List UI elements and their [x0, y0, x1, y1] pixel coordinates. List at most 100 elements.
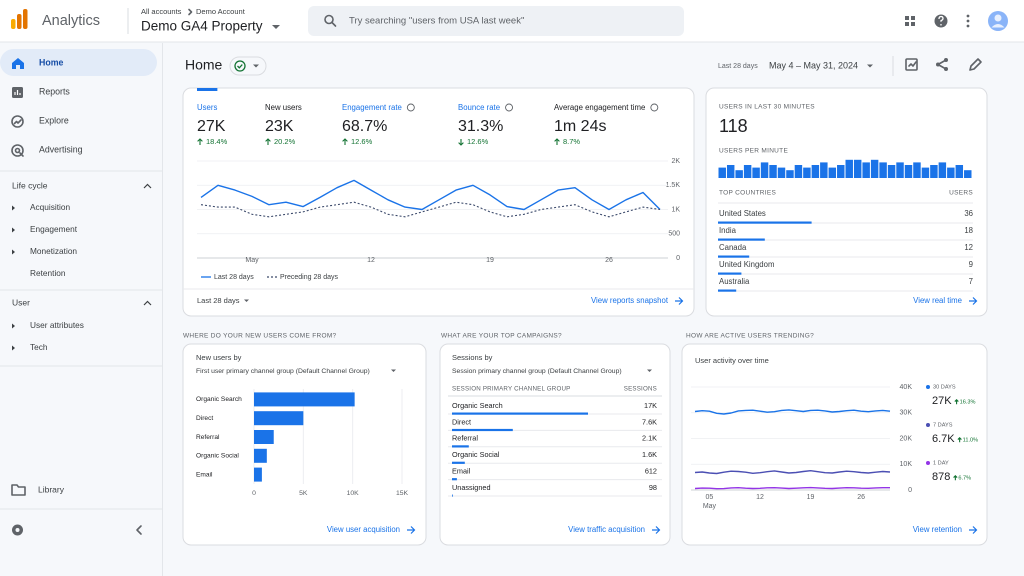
x-tick-label: 10K — [347, 490, 360, 497]
search-box[interactable] — [308, 6, 684, 36]
row-value: 612 — [645, 467, 657, 476]
legend-value: 878 — [932, 471, 950, 483]
card-title: Sessions by — [452, 353, 493, 362]
nav-item[interactable]: Retention — [30, 268, 66, 278]
bar — [743, 165, 752, 178]
section-caret — [143, 300, 152, 306]
customize-icon[interactable] — [905, 58, 918, 71]
breadcrumb[interactable]: Demo Account — [196, 7, 246, 16]
nav-item[interactable]: Home — [39, 57, 64, 67]
dimension-selector[interactable]: Session primary channel group (Default C… — [452, 368, 622, 375]
metric-name[interactable]: Users — [197, 103, 217, 112]
bar — [913, 162, 921, 178]
trend-arrow — [957, 437, 962, 443]
bar — [777, 167, 786, 178]
expand-caret — [12, 249, 15, 255]
bar — [811, 165, 820, 178]
dimension-selector[interactable]: First user primary channel group (Defaul… — [196, 368, 370, 375]
bar — [794, 165, 803, 178]
x-tick-label: 15K — [396, 490, 409, 497]
status-badge[interactable] — [229, 56, 267, 76]
x-tick-label: 05 — [706, 494, 714, 501]
trend-arrow — [953, 475, 958, 481]
card-link[interactable]: View real time — [913, 296, 962, 305]
row-label: Organic Social — [452, 450, 500, 459]
nav-item[interactable]: Engagement — [30, 224, 78, 234]
card-link[interactable]: View reports snapshot — [591, 296, 669, 305]
trend-arrow — [554, 138, 560, 145]
link-arrow — [969, 297, 978, 305]
metric-name[interactable]: New users — [265, 103, 302, 112]
column-header: SESSION PRIMARY CHANNEL GROUP — [452, 386, 570, 393]
help-icon[interactable] — [934, 14, 948, 28]
row-label: Unassigned — [452, 483, 491, 492]
trending-card — [681, 343, 988, 546]
bar — [964, 170, 972, 178]
trend-arrow — [342, 138, 348, 145]
collapse-icon[interactable] — [136, 525, 142, 535]
column-header: SESSIONS — [624, 386, 657, 393]
date-range[interactable]: May 4 – May 31, 2024 — [769, 60, 858, 70]
x-tick-label: 26 — [857, 494, 865, 501]
card-link[interactable]: View retention — [913, 525, 962, 534]
info-icon — [406, 103, 415, 112]
nav-item[interactable]: Advertising — [39, 144, 83, 154]
metric-name[interactable]: Bounce rate — [458, 103, 500, 112]
home-icon — [12, 58, 24, 69]
metric-value: 68.7% — [342, 118, 387, 135]
card-link[interactable]: View user acquisition — [327, 525, 400, 534]
metric-name[interactable]: Average engagement time — [554, 103, 645, 112]
bar — [718, 289, 737, 292]
campaigns-card — [439, 343, 671, 546]
nav-item[interactable]: Explore — [39, 115, 69, 125]
app-name: Analytics — [42, 13, 100, 29]
acquisition-card — [182, 343, 427, 546]
settings-icon[interactable] — [12, 524, 23, 536]
y-tick-label: Organic Social — [196, 453, 239, 460]
breadcrumb[interactable]: All accounts — [141, 7, 182, 16]
period-caret — [244, 299, 249, 302]
avatar[interactable] — [988, 11, 1008, 31]
share-icon[interactable] — [936, 58, 948, 71]
reports-icon — [12, 87, 23, 98]
country-users: 36 — [964, 209, 973, 218]
apps-icon[interactable] — [905, 16, 915, 26]
card-link[interactable]: View traffic acquisition — [568, 525, 645, 534]
nav-item[interactable]: Monetization — [30, 246, 77, 256]
explore-icon — [11, 115, 24, 128]
expand-caret — [12, 205, 15, 211]
bar — [718, 221, 812, 224]
more-icon[interactable] — [966, 14, 970, 28]
nav-section[interactable]: User — [12, 297, 30, 307]
y-tick-label: 0 — [676, 255, 680, 262]
nav-section[interactable]: Life cycle — [12, 180, 48, 190]
y-tick-label: 40K — [900, 384, 913, 391]
period-selector[interactable]: Last 28 days — [197, 296, 240, 305]
edit-icon[interactable] — [969, 58, 982, 71]
bar — [853, 159, 862, 178]
property-name[interactable]: Demo GA4 Property — [141, 19, 263, 34]
bar — [254, 411, 304, 426]
nav-item[interactable]: Tech — [30, 342, 48, 352]
nav-item[interactable]: Acquisition — [30, 202, 71, 212]
legend-label: 1 DAY — [933, 460, 949, 466]
library-icon — [11, 484, 26, 496]
row-value: 1.6K — [642, 450, 657, 459]
row-value: 7.6K — [642, 417, 657, 426]
country-name: United States — [719, 209, 766, 218]
metric-name[interactable]: Engagement rate — [342, 103, 402, 112]
bar — [837, 165, 845, 178]
page-title: Home — [185, 57, 223, 73]
metric-change: 12.6% — [351, 137, 373, 146]
search-placeholder[interactable]: Try searching "users from USA last week" — [349, 16, 524, 27]
y-tick-label: 2K — [671, 158, 680, 165]
x-tick-label: May — [245, 257, 259, 264]
nav-item[interactable]: Library — [38, 484, 65, 494]
row-label: Email — [452, 467, 471, 476]
bar — [870, 159, 879, 178]
nav-item[interactable]: Reports — [39, 86, 70, 96]
legend-change: 6.7% — [958, 475, 971, 481]
row-label: Organic Search — [452, 401, 503, 410]
country-name: Australia — [719, 277, 750, 286]
nav-item[interactable]: User attributes — [30, 320, 84, 330]
